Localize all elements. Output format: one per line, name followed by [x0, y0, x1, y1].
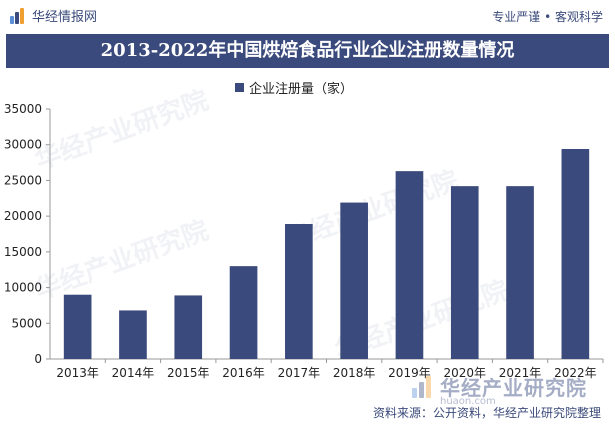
- bar: [63, 294, 92, 359]
- bar-chart: 0 5000 10000 15000 20000 25000 30000 35000 2013年…: [4, 102, 604, 380]
- legend-label: 企业注册量（家）: [249, 82, 354, 97]
- y-tick-label: 35000: [4, 102, 42, 116]
- title-bar: 2013-2022年中国烘焙食品行业企业注册数量情况: [6, 34, 609, 68]
- bar: [285, 224, 313, 359]
- x-tick-label: 2018年: [333, 366, 376, 380]
- bar: [395, 171, 424, 359]
- bar: [119, 310, 147, 359]
- bar: [561, 149, 590, 359]
- top-bar: 华经情报网 专业严谨 • 客观科学: [0, 0, 615, 30]
- source-note: 资料来源：公开资料，华经产业研究院整理: [372, 406, 601, 420]
- y-tick-label: 5000: [11, 316, 42, 330]
- tagline: 专业严谨 • 客观科学: [492, 10, 603, 24]
- y-tick-label: 30000: [4, 138, 42, 152]
- bar: [174, 295, 203, 359]
- x-tick-label: 2019年: [388, 366, 431, 380]
- footer-watermark-logo: 华经产业研究院: [412, 372, 587, 401]
- bar: [229, 266, 258, 359]
- x-tick-label: 2022年: [554, 366, 597, 380]
- bar: [450, 186, 479, 359]
- x-tick-label: 2017年: [278, 366, 321, 380]
- x-tick-label: 2021年: [499, 366, 542, 380]
- brand-name: 华经情报网: [32, 10, 98, 25]
- y-tick-label: 15000: [4, 245, 42, 259]
- bar: [340, 202, 368, 359]
- chart-title: 2013-2022年中国烘焙食品行业企业注册数量情况: [100, 40, 515, 61]
- y-tick-label: 0: [34, 352, 42, 366]
- x-tick-label: 2015年: [167, 366, 210, 380]
- x-tick-label: 2020年: [443, 366, 486, 380]
- footer-logo-text: 华经产业研究院: [440, 376, 587, 400]
- brand-logo: 华经情报网: [10, 6, 97, 25]
- x-tick-label: 2013年: [56, 366, 99, 380]
- x-tick-label: 2016年: [222, 366, 265, 380]
- y-tick-label: 25000: [4, 173, 42, 187]
- brand-logo-icon: [10, 7, 26, 24]
- footer-logo-icon: [412, 375, 434, 398]
- y-tick-label: 10000: [4, 281, 42, 295]
- x-tick-label: 2014年: [112, 366, 155, 380]
- bar: [506, 186, 534, 359]
- legend: 企业注册量（家）: [235, 78, 353, 97]
- legend-swatch: [235, 83, 244, 92]
- y-tick-label: 20000: [4, 209, 42, 223]
- footer-logo-url: huaon.com: [440, 396, 496, 407]
